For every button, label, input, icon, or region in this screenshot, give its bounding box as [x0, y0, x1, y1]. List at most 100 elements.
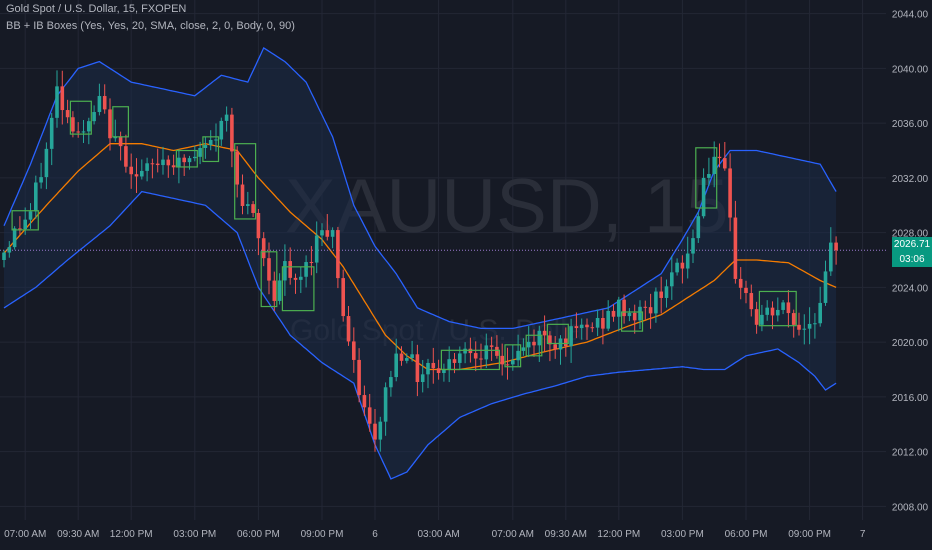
candle-body: [288, 261, 292, 278]
candle-body: [500, 355, 504, 365]
candle-body: [505, 364, 510, 366]
candle-body: [28, 211, 33, 220]
price-tick-label: 2044.00: [892, 10, 929, 21]
candle-body: [431, 362, 436, 369]
time-tick-label: 09:00 PM: [788, 529, 831, 540]
candle-body: [330, 230, 335, 237]
bollinger-upper-band: [3, 46, 837, 330]
candle-body: [723, 158, 727, 169]
candle-body: [622, 299, 626, 317]
price-tick-label: 2012.00: [892, 448, 929, 459]
candle-body: [34, 182, 38, 212]
candle-body: [272, 280, 277, 301]
inside-bar-box: [758, 290, 797, 327]
candle-body: [585, 324, 589, 328]
candle-body: [161, 159, 165, 166]
candle-body: [71, 117, 75, 132]
candle-body: [744, 287, 748, 294]
candle-body: [420, 374, 425, 383]
candle-body: [102, 96, 107, 110]
time-tick-label: 03:00 PM: [173, 529, 216, 540]
candle-body: [182, 157, 186, 163]
inside-bar-box: [525, 334, 543, 357]
inside-bar-box: [695, 147, 718, 209]
candle-body: [579, 324, 584, 329]
candle-body: [654, 291, 658, 314]
candle-body: [479, 358, 483, 360]
time-axis[interactable]: 07:00 AM 09:30 AM 12:00 PM 03:00 PM 06:00 PM…: [4, 529, 866, 540]
candle-body: [659, 291, 663, 298]
candle-body: [293, 277, 298, 280]
bollinger-basis-line: [3, 143, 837, 371]
inside-bar-box: [69, 100, 92, 135]
candle-body: [346, 316, 351, 342]
price-tick-label: 2020.00: [892, 338, 929, 349]
candle-body: [638, 306, 642, 321]
candle-body: [405, 358, 409, 361]
candle-body: [696, 216, 701, 239]
candle-body: [606, 310, 610, 329]
bar-countdown-label: 03:06: [892, 253, 932, 267]
candle-body: [542, 330, 547, 336]
inside-bar-box: [504, 344, 522, 368]
bollinger-lower-band: [3, 190, 837, 480]
candle-body: [680, 262, 685, 269]
candle-body: [754, 309, 759, 325]
candle-body: [44, 148, 49, 178]
candle-body: [325, 230, 330, 237]
candle-body: [378, 421, 383, 440]
candle-body: [738, 278, 743, 288]
candle-body: [251, 204, 255, 213]
candle-body: [49, 117, 54, 149]
candle-body: [198, 147, 202, 157]
candle-body: [277, 280, 282, 301]
price-tick-label: 2036.00: [892, 119, 929, 130]
candle-body: [256, 212, 261, 239]
candle-body: [87, 121, 91, 132]
price-tick-label: 2016.00: [892, 393, 929, 404]
candle-body: [452, 359, 457, 363]
candle-body: [818, 302, 822, 324]
time-tick-label: 7: [860, 529, 866, 540]
candle-body: [495, 346, 499, 356]
time-tick-label: 6: [372, 529, 378, 540]
candle-body: [309, 262, 314, 264]
indicator-legend[interactable]: BB + IB Boxes (Yes, Yes, 20, SMA, close,…: [6, 20, 295, 32]
symbol-title[interactable]: Gold Spot / U.S. Dollar, 15, FXOPEN: [6, 3, 187, 15]
candle-body: [601, 317, 605, 329]
candle-body: [299, 276, 303, 280]
candle-body: [410, 354, 414, 359]
candle-body: [728, 168, 732, 218]
candle-body: [12, 228, 17, 248]
candle-body: [171, 165, 176, 168]
candle-body: [532, 341, 536, 346]
candle-body: [140, 170, 144, 177]
candle-body: [611, 310, 616, 317]
candle-body: [224, 114, 229, 121]
candle-body: [829, 242, 833, 272]
candle-body: [548, 335, 552, 345]
candle-body: [786, 302, 791, 314]
time-tick-label: 07:00 AM: [4, 529, 46, 540]
candle-body: [797, 324, 801, 330]
last-price-label: 2026.71: [892, 237, 932, 253]
candle-body: [776, 309, 780, 316]
candle-body: [187, 158, 192, 163]
candle-body: [473, 353, 478, 359]
candle-body: [240, 184, 245, 206]
candle-body: [367, 407, 372, 424]
inside-bar-box: [620, 311, 644, 332]
time-tick-label: 09:30 AM: [545, 529, 587, 540]
candle-body: [155, 163, 160, 166]
candle-body: [203, 145, 208, 148]
candle-body: [733, 217, 738, 279]
candle-body: [526, 341, 531, 348]
candle-body: [166, 159, 171, 166]
candle-body: [813, 323, 817, 325]
candle-body: [383, 387, 388, 422]
candle-body: [802, 328, 807, 330]
candle-body: [261, 238, 266, 259]
price-axis[interactable]: 2008.00 2012.00 2016.00 2020.00 2024.00 2028.…: [886, 0, 932, 550]
